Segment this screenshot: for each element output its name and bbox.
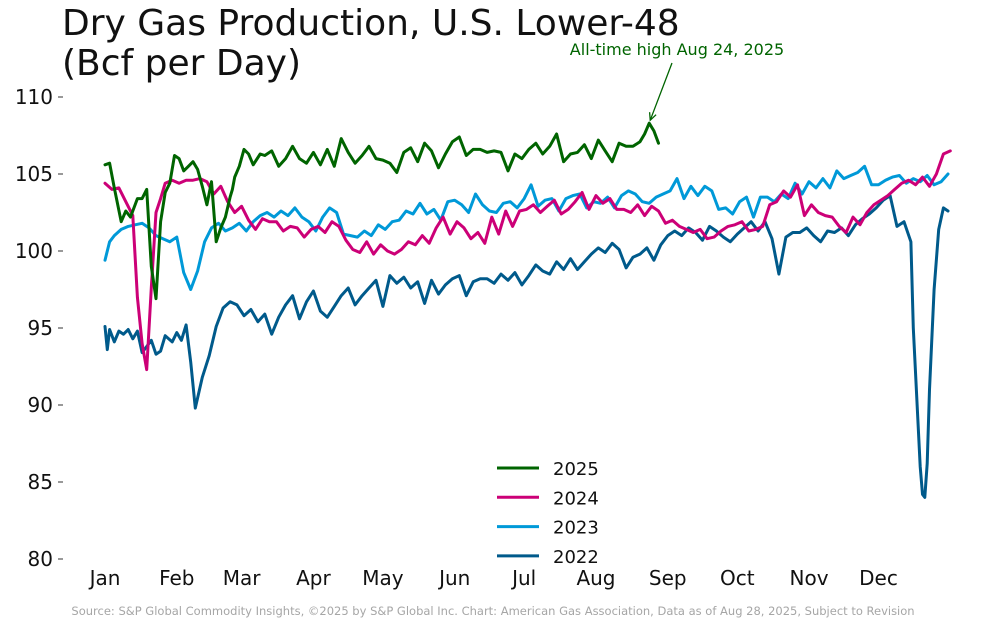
x-tick-label: Aug xyxy=(576,566,615,590)
y-tick-label: 80 xyxy=(28,547,53,571)
series-lines xyxy=(103,121,952,499)
legend-label-2024: 2024 xyxy=(553,488,599,509)
source-note: Source: S&P Global Commodity Insights, ©… xyxy=(71,604,915,618)
x-tick-label: Oct xyxy=(720,566,755,590)
y-tick-label: 100 xyxy=(15,239,53,263)
x-tick-label: Jan xyxy=(88,566,121,590)
y-tick-label: 90 xyxy=(28,393,53,417)
series-line-2023 xyxy=(103,164,950,291)
x-tick-label: Jul xyxy=(510,566,536,590)
annotation: All-time high Aug 24, 2025 xyxy=(570,40,784,122)
series-line-2024 xyxy=(103,149,952,372)
y-tick-label: 110 xyxy=(15,85,53,109)
x-tick-label: Nov xyxy=(790,566,829,590)
y-tick-label: 85 xyxy=(28,470,53,494)
x-tick-label: May xyxy=(362,566,404,590)
x-tick-label: Jun xyxy=(437,566,470,590)
y-tick-label: 95 xyxy=(28,316,53,340)
x-axis: Jan Feb Mar Apr May Jun Jul Aug Sep Oct Nov Dec xyxy=(88,566,898,590)
y-tick-label: 105 xyxy=(15,162,53,186)
series-line-2025 xyxy=(103,121,660,301)
x-tick-label: Mar xyxy=(223,566,262,590)
x-tick-label: Dec xyxy=(859,566,898,590)
legend: 2025 2024 2023 2022 xyxy=(497,459,599,568)
x-tick-label: Apr xyxy=(296,566,331,590)
annotation-arrow xyxy=(649,62,673,121)
chart-title-line1: Dry Gas Production, U.S. Lower-48 xyxy=(62,3,680,44)
x-tick-label: Feb xyxy=(159,566,194,590)
legend-label-2023: 2023 xyxy=(553,518,599,539)
series-line-2022 xyxy=(103,194,950,499)
x-tick-label: Sep xyxy=(649,566,687,590)
legend-label-2025: 2025 xyxy=(553,459,599,480)
legend-label-2022: 2022 xyxy=(553,547,599,568)
annotation-label: All-time high Aug 24, 2025 xyxy=(570,40,784,59)
y-axis: 80 85 90 95 100 105 110 xyxy=(15,85,63,571)
chart-title-line2: (Bcf per Day) xyxy=(62,43,302,84)
chart-title: Dry Gas Production, U.S. Lower-48 (Bcf p… xyxy=(62,4,680,84)
annotation-arrowhead xyxy=(648,112,657,122)
